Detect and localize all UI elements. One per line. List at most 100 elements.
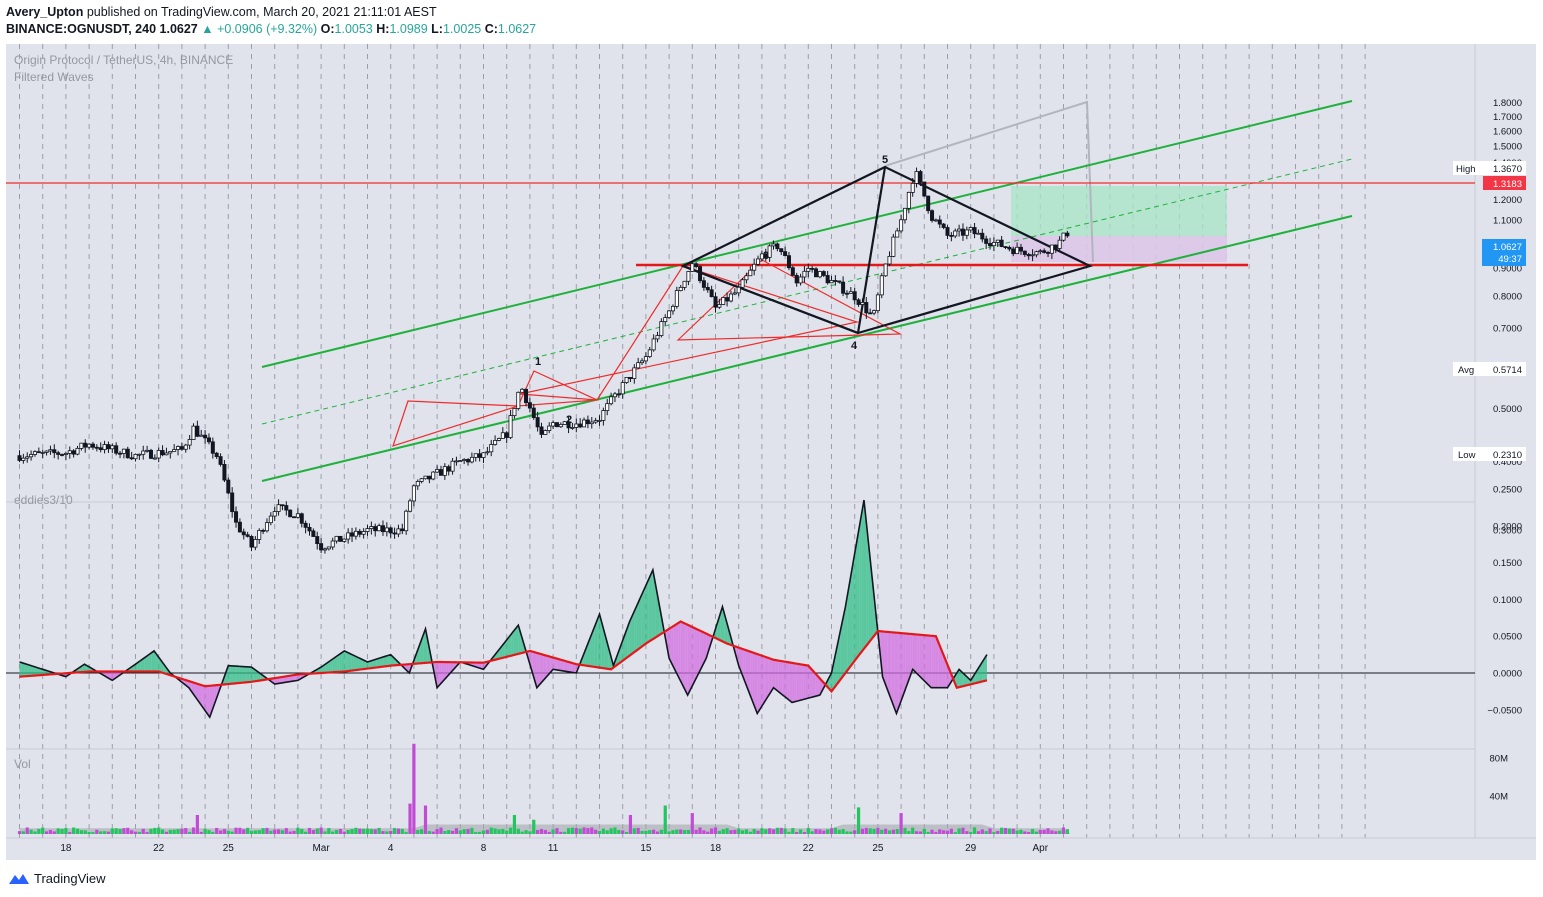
projection-path[interactable] bbox=[884, 100, 1094, 263]
oscillator-fill bbox=[536, 652, 540, 688]
candle-body bbox=[937, 219, 942, 225]
volume-bar bbox=[539, 828, 544, 834]
price-tick-label: 1.6000 bbox=[1493, 126, 1522, 137]
candle-body bbox=[794, 274, 799, 284]
candle-body bbox=[895, 230, 900, 238]
candle-body bbox=[469, 456, 474, 463]
candle-body bbox=[728, 293, 733, 302]
candle-body bbox=[759, 253, 764, 260]
volume-bar bbox=[740, 830, 745, 834]
low-value: 1.0025 bbox=[442, 22, 482, 36]
time-axis[interactable]: 18 22 25 Mar 4 8 11 15 18 22 25 29 Apr bbox=[60, 843, 1048, 854]
candle-body bbox=[52, 449, 57, 454]
red-triangle-patterns[interactable] bbox=[392, 259, 903, 447]
candle-body bbox=[767, 245, 772, 258]
ascending-channel[interactable] bbox=[261, 100, 1353, 482]
volume-bar bbox=[257, 830, 261, 834]
candle-body bbox=[585, 419, 590, 425]
oscillator-fill bbox=[232, 665, 236, 684]
target-zone[interactable] bbox=[1011, 186, 1227, 236]
candle-body bbox=[284, 505, 289, 511]
candle-body bbox=[663, 317, 668, 322]
candle-body bbox=[562, 421, 567, 425]
level-badge bbox=[1483, 176, 1526, 190]
candle-body bbox=[980, 232, 985, 240]
oscillator-tick-label: 0.2500 bbox=[1493, 485, 1522, 496]
candle-body bbox=[887, 255, 892, 265]
candle-body bbox=[516, 391, 521, 409]
candle-body bbox=[736, 286, 741, 294]
oscillator-fill bbox=[601, 622, 605, 669]
candle-body bbox=[1046, 252, 1051, 254]
candle-body bbox=[152, 457, 157, 460]
filtered-waves-legend[interactable]: Filtered Waves bbox=[14, 70, 94, 84]
entry-zone[interactable] bbox=[1011, 236, 1227, 262]
oscillator-fill bbox=[207, 685, 210, 718]
oscillator-fill bbox=[548, 656, 551, 675]
candle-body bbox=[914, 171, 919, 184]
oscillator-fill bbox=[365, 660, 368, 669]
footer-brand[interactable]: TradingView bbox=[34, 871, 106, 887]
channel-lower-line[interactable] bbox=[261, 215, 1353, 482]
candle-body bbox=[1042, 250, 1047, 253]
main-series-legend[interactable]: Origin Protocol / TetherUS, 4h, BINANCE bbox=[14, 53, 233, 67]
candle-body bbox=[554, 422, 559, 428]
channel-mid-line[interactable] bbox=[261, 158, 1353, 425]
price-change: ▲ +0.0906 (+9.32%) bbox=[201, 22, 318, 36]
oscillator-fill bbox=[571, 662, 574, 673]
candle-body bbox=[160, 450, 165, 456]
volume-bar bbox=[83, 830, 87, 834]
channel-upper-line[interactable] bbox=[261, 100, 1353, 368]
candle-body bbox=[29, 454, 34, 458]
oscillator-fill bbox=[761, 655, 765, 707]
author-name[interactable]: Avery_Upton bbox=[6, 5, 84, 19]
candle-body bbox=[798, 276, 803, 284]
candle-body bbox=[578, 423, 583, 428]
oscillator-fill bbox=[720, 606, 723, 642]
candle-body bbox=[485, 451, 490, 454]
candle-body bbox=[872, 310, 877, 314]
candle-body bbox=[342, 538, 347, 542]
volume-bar bbox=[706, 831, 710, 834]
candle-body bbox=[292, 516, 297, 519]
volume-bar bbox=[787, 831, 791, 834]
oscillator-fill bbox=[861, 500, 864, 652]
oscillator-fill bbox=[358, 657, 361, 670]
oscillator-fill bbox=[687, 624, 690, 696]
oscillator-fill bbox=[917, 634, 920, 677]
candle-body bbox=[825, 275, 830, 284]
volume-bar bbox=[764, 829, 768, 834]
candle-body bbox=[941, 223, 946, 228]
chart-canvas[interactable]: 1 2 3 4 5 Origin Protocol / TetherUS, 4h… bbox=[0, 44, 1543, 862]
oscillator-fill bbox=[884, 631, 888, 689]
candle-body bbox=[500, 432, 505, 439]
candle-body bbox=[717, 304, 722, 308]
volume-bar bbox=[1015, 830, 1019, 834]
candle-body bbox=[79, 442, 84, 449]
volume-bar bbox=[798, 829, 803, 834]
volume-legend[interactable]: Vol bbox=[14, 757, 31, 771]
candle-body bbox=[802, 270, 807, 278]
volume-bar bbox=[474, 832, 478, 834]
oscillator-fill bbox=[650, 569, 653, 641]
volume-bar bbox=[346, 830, 350, 834]
oscillator-fill bbox=[550, 656, 554, 672]
high-badge-value: 1.3670 bbox=[1493, 164, 1522, 175]
oscillator-legend[interactable]: eddies3/10 bbox=[14, 493, 73, 507]
volume-bar bbox=[199, 831, 203, 834]
volume-bar bbox=[601, 828, 605, 834]
candle-body bbox=[756, 258, 761, 265]
oscillator-fill bbox=[648, 575, 651, 643]
tradingview-logo-icon[interactable] bbox=[8, 872, 30, 886]
oscillator-fill bbox=[200, 684, 203, 708]
candle-body bbox=[21, 457, 26, 461]
candle-body bbox=[1053, 244, 1058, 249]
price-tick-label: 0.9000 bbox=[1493, 264, 1522, 275]
oscillator-fill bbox=[636, 600, 639, 651]
oscillator-fill bbox=[158, 657, 162, 673]
volume-bar bbox=[536, 829, 540, 834]
oscillator-tick-label: −0.0500 bbox=[1487, 705, 1522, 716]
oscillator-fill bbox=[553, 657, 556, 670]
oscillator-fill bbox=[573, 663, 577, 673]
volume-bar bbox=[269, 830, 273, 834]
